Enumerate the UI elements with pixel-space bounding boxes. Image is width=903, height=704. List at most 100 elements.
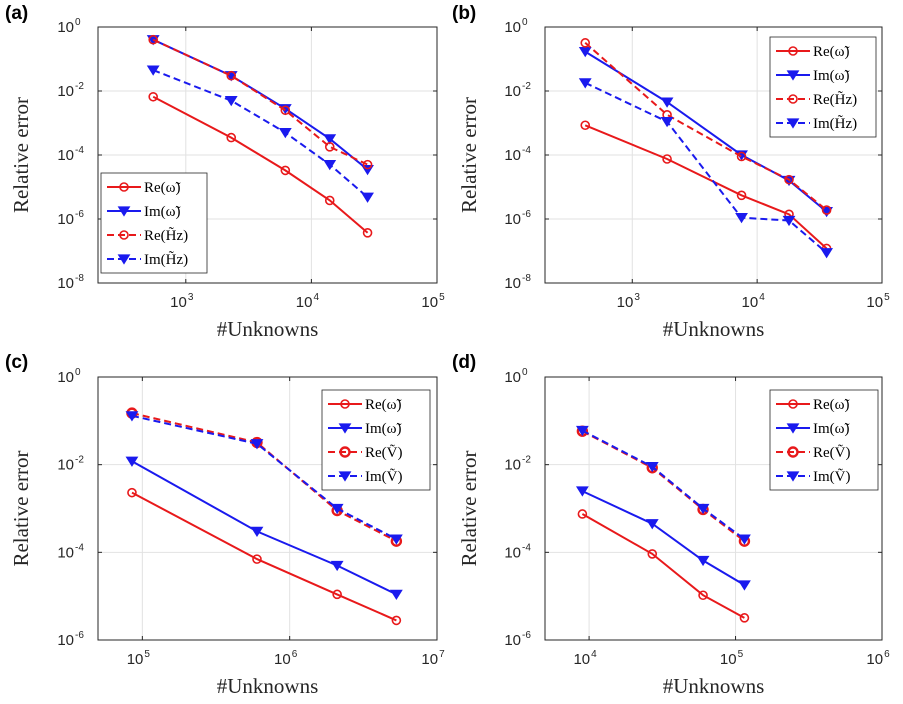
tick-marks xyxy=(545,26,883,284)
data-point xyxy=(340,399,350,409)
data-point xyxy=(332,589,342,600)
x-tick-label: 105 xyxy=(720,649,744,668)
x-tick-label: 107 xyxy=(421,649,445,668)
legend-entry: Im(ω̃) xyxy=(813,68,850,84)
legend-entry: Re(H̃z) xyxy=(144,227,188,244)
data-point xyxy=(362,159,373,170)
data-point xyxy=(330,503,344,515)
series-line xyxy=(581,490,745,586)
data-point xyxy=(252,554,262,564)
series-4 xyxy=(575,425,751,545)
data-point xyxy=(788,399,798,409)
x-tick-label: 105 xyxy=(866,292,890,311)
data-point xyxy=(323,134,337,145)
y-tick-label: 10 xyxy=(504,83,521,100)
y-tick-label: 10 xyxy=(57,19,74,36)
tick-marks xyxy=(98,26,438,284)
legend: Re(ω̃) Im(ω̃) Re(Ṽ) Im(Ṽ) xyxy=(321,389,431,491)
y-tick-exponent: -8 xyxy=(522,273,531,284)
y-axis-label: Relative error xyxy=(9,97,33,213)
data-point xyxy=(575,486,589,497)
legend: Re(ω̃) Im(ω̃) Re(H̃z) Im(H̃z) xyxy=(769,36,877,138)
data-point xyxy=(324,142,335,152)
y-tick-exponent: -6 xyxy=(522,209,531,220)
y-tick-exponent: -2 xyxy=(75,455,84,466)
legend-entry: Re(ω̃) xyxy=(144,180,181,196)
data-point xyxy=(786,423,800,434)
data-point xyxy=(736,190,747,201)
data-point xyxy=(786,118,800,129)
x-tick-label: 104 xyxy=(742,292,766,311)
legend-entry: Im(H̃z) xyxy=(813,115,857,132)
legend-entry: Im(Ṽ) xyxy=(813,468,851,485)
data-point xyxy=(580,38,591,48)
legend-entry: Im(Ṽ) xyxy=(365,468,403,485)
data-point xyxy=(361,192,374,203)
data-point xyxy=(146,65,160,76)
panel-label: (a) xyxy=(5,3,28,24)
series-4 xyxy=(578,78,834,259)
legend: Re(ω̃) Im(ω̃) Re(H̃z) Im(H̃z) xyxy=(100,172,208,274)
data-point xyxy=(338,471,352,482)
series-line xyxy=(581,429,745,540)
series-4 xyxy=(125,411,403,545)
legend-entry: Re(ω̃) xyxy=(365,397,402,413)
legend-entry: Re(Ṽ) xyxy=(813,444,851,461)
legend-entry: Re(ω̃) xyxy=(813,397,850,413)
series-line xyxy=(584,42,828,211)
data-point xyxy=(250,439,264,450)
data-point xyxy=(125,411,139,422)
y-tick-exponent: -2 xyxy=(522,455,531,466)
y-tick-exponent: -4 xyxy=(75,145,84,156)
data-point xyxy=(250,526,264,538)
data-point xyxy=(119,230,129,240)
panel-label: (b) xyxy=(452,3,476,24)
y-tick-label: 10 xyxy=(504,275,521,292)
data-point xyxy=(821,205,832,215)
data-point xyxy=(226,132,237,143)
data-point xyxy=(148,91,158,102)
legend: Re(ω̃) Im(ω̃) Re(Ṽ) Im(Ṽ) xyxy=(769,389,879,491)
y-tick-exponent: 0 xyxy=(75,367,81,378)
legend-entry: Im(ω̃) xyxy=(144,204,181,220)
data-point xyxy=(278,128,292,139)
data-point xyxy=(660,97,674,108)
legend-entry: Re(H̃z) xyxy=(813,91,857,108)
x-tick-label: 103 xyxy=(170,292,194,311)
series-2 xyxy=(575,486,751,591)
data-point xyxy=(280,105,291,116)
data-point xyxy=(735,213,748,224)
data-point xyxy=(577,509,588,519)
x-tick-label: 104 xyxy=(573,649,597,668)
x-axis-label: #Unknowns xyxy=(217,674,319,698)
data-point xyxy=(820,248,834,259)
data-point xyxy=(782,215,796,227)
legend-entry: Im(ω̃) xyxy=(813,421,850,437)
y-tick-label: 10 xyxy=(57,275,74,292)
series-1 xyxy=(127,487,402,626)
data-point xyxy=(820,207,834,218)
data-point xyxy=(330,560,344,572)
data-point xyxy=(662,154,672,164)
y-axis-label: Relative error xyxy=(457,450,481,566)
y-axis-label: Relative error xyxy=(9,450,33,566)
legend-entry: Im(H̃z) xyxy=(144,251,188,268)
y-tick-label: 10 xyxy=(504,211,521,228)
y-tick-exponent: -6 xyxy=(75,209,84,220)
data-point xyxy=(696,555,710,567)
y-tick-exponent: -4 xyxy=(75,542,84,553)
series-line xyxy=(581,513,745,619)
y-tick-exponent: -2 xyxy=(75,81,84,92)
data-point xyxy=(696,503,710,515)
y-tick-exponent: -6 xyxy=(522,630,531,641)
x-axis-label: #Unknowns xyxy=(217,317,319,341)
axes-box xyxy=(544,376,883,641)
y-tick-label: 10 xyxy=(57,369,74,386)
data-point xyxy=(339,446,351,458)
data-point xyxy=(226,70,237,81)
legend-entry: Im(ω̃) xyxy=(365,421,402,437)
